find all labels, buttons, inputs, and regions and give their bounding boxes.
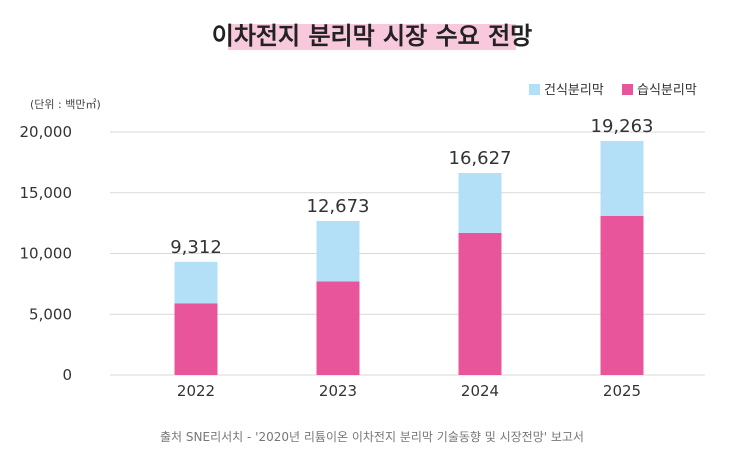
y-tick-label: 20,000 bbox=[20, 123, 73, 141]
legend-swatch-wet bbox=[622, 84, 633, 95]
x-tick-label-2023: 2023 bbox=[319, 382, 357, 400]
source-note: 출처 SNE리서치 - '2020년 리튬이온 이차전지 분리막 기술동향 및 … bbox=[160, 430, 584, 444]
bar-segment-wet-2022 bbox=[174, 303, 218, 375]
unit-label: (단위 : 백만㎡) bbox=[30, 98, 101, 111]
y-tick-label: 10,000 bbox=[20, 245, 73, 263]
bar-segment-dry-2023 bbox=[316, 221, 360, 282]
legend-label-dry: 건식분리막 bbox=[544, 83, 604, 98]
bar-segment-wet-2023 bbox=[316, 281, 360, 375]
total-label-2022: 9,312 bbox=[170, 237, 222, 258]
x-tick-label-2025: 2025 bbox=[603, 382, 641, 400]
bars bbox=[174, 140, 644, 375]
bar-segment-wet-2024 bbox=[458, 232, 502, 375]
y-tick-label: 5,000 bbox=[29, 305, 72, 323]
legend: 건식분리막 습식분리막 bbox=[529, 83, 697, 98]
x-tick-label-2024: 2024 bbox=[461, 382, 499, 400]
bar-segment-dry-2022 bbox=[174, 261, 218, 304]
y-tick-label: 0 bbox=[62, 366, 72, 384]
chart-title: 이차전지 분리막 시장 수요 전망 bbox=[212, 22, 532, 50]
total-label-2025: 19,263 bbox=[591, 116, 654, 137]
bar-segment-dry-2025 bbox=[600, 140, 644, 216]
y-tick-label: 15,000 bbox=[20, 184, 73, 202]
total-label-2023: 12,673 bbox=[307, 196, 370, 217]
x-tick-label-2022: 2022 bbox=[177, 382, 215, 400]
bar-segment-dry-2024 bbox=[458, 172, 502, 233]
total-label-2024: 16,627 bbox=[449, 148, 512, 169]
x-axis-ticks: 2022 2023 2024 2025 bbox=[177, 382, 641, 400]
title-highlight bbox=[228, 24, 516, 50]
legend-swatch-dry bbox=[529, 84, 540, 95]
legend-label-wet: 습식분리막 bbox=[637, 83, 697, 98]
y-axis-ticks: 0 5,000 10,000 15,000 20,000 bbox=[20, 123, 73, 384]
total-labels: 9,312 12,673 16,627 19,263 bbox=[170, 116, 653, 258]
bar-segment-wet-2025 bbox=[600, 215, 644, 375]
